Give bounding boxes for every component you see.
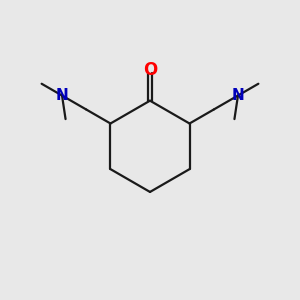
Text: N: N: [56, 88, 68, 103]
Text: N: N: [232, 88, 244, 103]
Text: O: O: [143, 61, 157, 79]
